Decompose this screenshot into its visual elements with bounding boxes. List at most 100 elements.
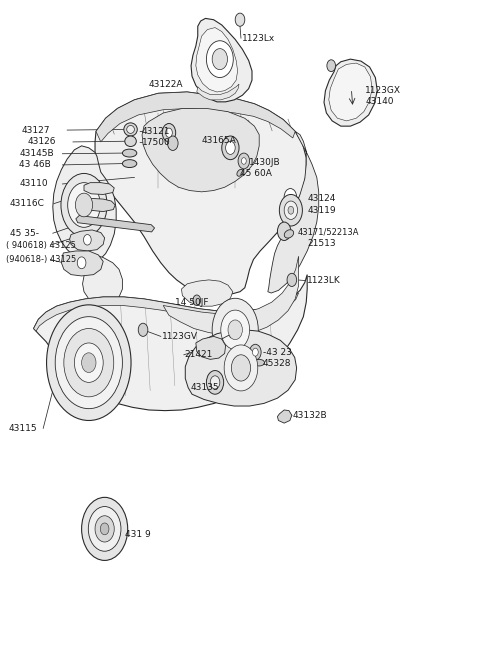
Polygon shape <box>185 330 297 406</box>
Text: 1123LK: 1123LK <box>307 276 341 285</box>
Text: 43135: 43135 <box>191 383 220 392</box>
Circle shape <box>284 201 298 219</box>
Polygon shape <box>95 92 306 294</box>
Circle shape <box>100 523 109 535</box>
Polygon shape <box>70 230 105 251</box>
Text: 43140: 43140 <box>366 97 394 106</box>
Text: 43121: 43121 <box>142 127 170 136</box>
Text: 1123Lx: 1123Lx <box>242 34 276 43</box>
Polygon shape <box>191 18 252 102</box>
Circle shape <box>162 124 176 142</box>
Circle shape <box>82 497 128 560</box>
Text: 43 46B: 43 46B <box>19 160 51 170</box>
Circle shape <box>82 353 96 373</box>
Text: (940618-) 43125: (940618-) 43125 <box>6 255 76 264</box>
Circle shape <box>138 323 148 336</box>
Polygon shape <box>34 275 307 411</box>
Circle shape <box>64 328 114 397</box>
Text: 1123GV: 1123GV <box>162 332 198 341</box>
Text: 43126: 43126 <box>28 137 56 147</box>
Circle shape <box>168 136 178 150</box>
Ellipse shape <box>122 160 137 168</box>
Text: 21513: 21513 <box>307 238 336 248</box>
Ellipse shape <box>127 125 134 133</box>
Text: 43124: 43124 <box>307 194 336 203</box>
Text: 45 60A: 45 60A <box>240 169 272 178</box>
Circle shape <box>206 371 224 394</box>
Text: 43115: 43115 <box>9 424 37 433</box>
Circle shape <box>279 194 302 226</box>
Circle shape <box>75 193 93 217</box>
Circle shape <box>277 222 291 240</box>
Text: ( 940618) 43125: ( 940618) 43125 <box>6 240 76 250</box>
Polygon shape <box>163 256 299 335</box>
Circle shape <box>228 320 242 340</box>
Circle shape <box>231 355 251 381</box>
Ellipse shape <box>125 136 136 147</box>
Circle shape <box>284 189 297 206</box>
Text: 431 9: 431 9 <box>125 530 151 539</box>
Circle shape <box>210 376 220 389</box>
Circle shape <box>212 49 228 70</box>
Text: 43165A: 43165A <box>202 136 236 145</box>
Circle shape <box>252 348 258 356</box>
Polygon shape <box>197 84 239 100</box>
Ellipse shape <box>284 230 294 238</box>
Polygon shape <box>61 251 103 276</box>
Text: 45328: 45328 <box>263 359 291 368</box>
Ellipse shape <box>124 123 137 136</box>
Polygon shape <box>181 280 233 306</box>
Circle shape <box>226 141 235 154</box>
Circle shape <box>95 516 114 542</box>
Text: 43122A: 43122A <box>149 79 183 89</box>
Text: 14 50JF: 14 50JF <box>175 298 209 307</box>
Circle shape <box>84 235 91 245</box>
Text: 43116C: 43116C <box>10 199 45 208</box>
Text: -43 23: -43 23 <box>263 348 292 357</box>
Circle shape <box>47 305 131 420</box>
Text: 1430JB: 1430JB <box>249 158 280 167</box>
Circle shape <box>235 13 245 26</box>
Polygon shape <box>96 92 295 142</box>
Polygon shape <box>84 183 114 194</box>
Circle shape <box>61 173 107 237</box>
Polygon shape <box>329 63 372 121</box>
Polygon shape <box>142 108 259 192</box>
Polygon shape <box>83 197 115 212</box>
Polygon shape <box>196 28 238 92</box>
Text: 17500: 17500 <box>142 138 170 147</box>
Text: 43132B: 43132B <box>293 411 327 420</box>
Circle shape <box>166 128 172 137</box>
Circle shape <box>68 183 100 227</box>
Circle shape <box>221 310 250 350</box>
Circle shape <box>238 153 250 169</box>
Text: 43127: 43127 <box>22 125 50 135</box>
Text: 45 35-: 45 35- <box>10 229 38 238</box>
Circle shape <box>222 136 239 160</box>
Circle shape <box>250 344 261 360</box>
Polygon shape <box>196 336 226 359</box>
Polygon shape <box>277 410 292 423</box>
Text: 21421: 21421 <box>185 350 213 359</box>
Circle shape <box>193 295 201 306</box>
Circle shape <box>77 257 86 269</box>
Polygon shape <box>268 131 319 293</box>
Circle shape <box>224 345 258 391</box>
Circle shape <box>241 158 246 164</box>
Circle shape <box>206 41 233 78</box>
Polygon shape <box>53 146 116 261</box>
Polygon shape <box>76 215 155 232</box>
Text: 43110: 43110 <box>19 179 48 189</box>
Text: 43171/52213A: 43171/52213A <box>298 227 359 237</box>
Text: 43119: 43119 <box>307 206 336 215</box>
Ellipse shape <box>237 170 243 176</box>
Ellipse shape <box>254 359 264 366</box>
Polygon shape <box>83 255 122 305</box>
Circle shape <box>212 298 258 361</box>
Ellipse shape <box>122 149 137 157</box>
Polygon shape <box>34 293 299 331</box>
Circle shape <box>327 60 336 72</box>
Circle shape <box>88 507 121 551</box>
Circle shape <box>55 317 122 409</box>
Text: 43145B: 43145B <box>19 149 54 158</box>
